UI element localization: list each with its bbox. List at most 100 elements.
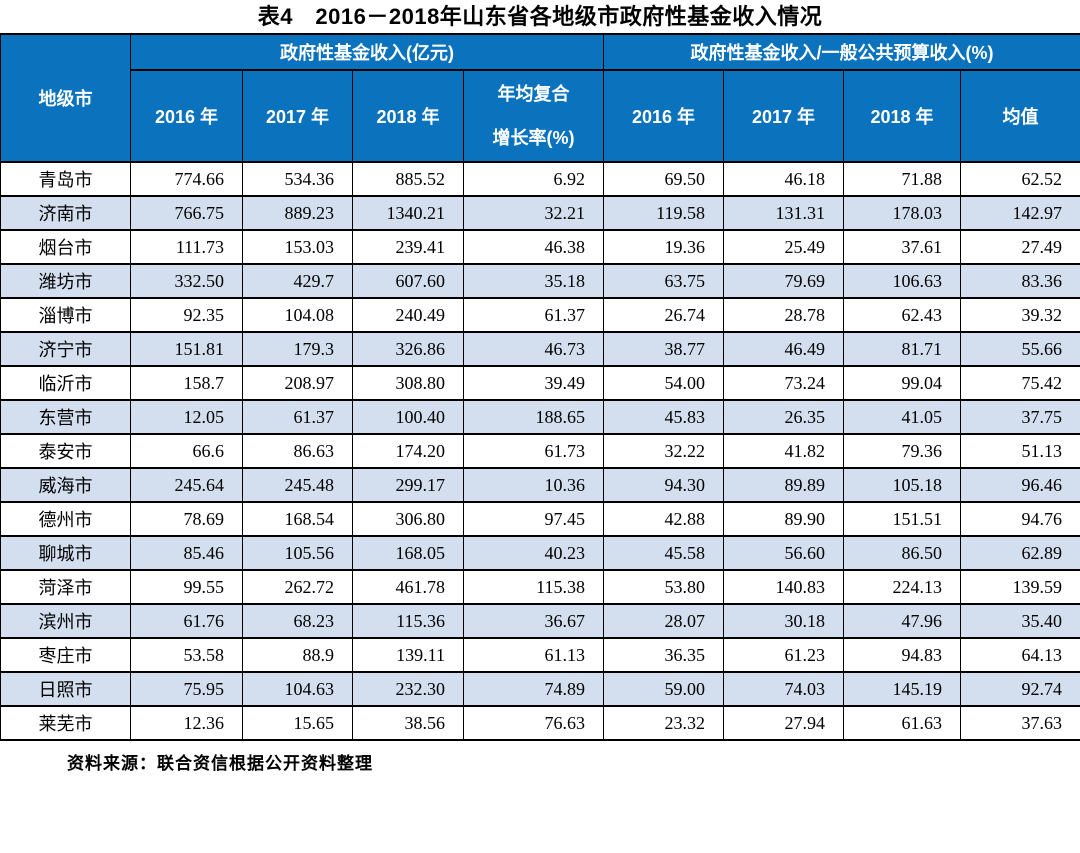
- value-cell: 61.13: [463, 637, 604, 673]
- table-row: 济南市 766.75 889.23 1340.21 32.21 119.58 131.31 1…: [0, 195, 1080, 231]
- value-cell: 86.63: [242, 433, 353, 469]
- value-cell: 94.30: [603, 467, 724, 503]
- value-cell: 179.3: [242, 331, 353, 367]
- value-cell: 74.89: [463, 671, 604, 707]
- value-cell: 45.58: [603, 535, 724, 571]
- value-cell: 39.49: [463, 365, 604, 401]
- value-cell: 35.18: [463, 263, 604, 299]
- header-cagr: 年均复合 增长率(%): [463, 69, 604, 163]
- value-cell: 106.63: [843, 263, 961, 299]
- value-cell: 71.88: [843, 161, 961, 197]
- value-cell: 85.46: [130, 535, 243, 571]
- value-cell: 25.49: [723, 229, 844, 265]
- value-cell: 153.03: [242, 229, 353, 265]
- table-row: 潍坊市 332.50 429.7 607.60 35.18 63.75 79.69 106.6…: [0, 263, 1080, 299]
- table-row: 东营市 12.05 61.37 100.40 188.65 45.83 26.35 41.05…: [0, 399, 1080, 435]
- value-cell: 46.73: [463, 331, 604, 367]
- value-cell: 178.03: [843, 195, 961, 231]
- city-name-cell: 济南市: [0, 195, 131, 231]
- value-cell: 41.05: [843, 399, 961, 435]
- value-cell: 188.65: [463, 399, 604, 435]
- value-cell: 40.23: [463, 535, 604, 571]
- city-name-cell: 德州市: [0, 501, 131, 537]
- value-cell: 142.97: [960, 195, 1080, 231]
- header-city-column: 地级市: [0, 33, 131, 163]
- value-cell: 89.89: [723, 467, 844, 503]
- value-cell: 104.08: [242, 297, 353, 333]
- value-cell: 61.73: [463, 433, 604, 469]
- value-cell: 174.20: [352, 433, 464, 469]
- value-cell: 111.73: [130, 229, 243, 265]
- value-cell: 262.72: [242, 569, 353, 605]
- value-cell: 42.88: [603, 501, 724, 537]
- value-cell: 30.18: [723, 603, 844, 639]
- value-cell: 61.37: [242, 399, 353, 435]
- value-cell: 68.23: [242, 603, 353, 639]
- table-row: 枣庄市 53.58 88.9 139.11 61.13 36.35 61.23 94.83 64…: [0, 637, 1080, 673]
- value-cell: 6.92: [463, 161, 604, 197]
- value-cell: 32.22: [603, 433, 724, 469]
- value-cell: 461.78: [352, 569, 464, 605]
- value-cell: 46.18: [723, 161, 844, 197]
- value-cell: 115.38: [463, 569, 604, 605]
- value-cell: 1340.21: [352, 195, 464, 231]
- city-name-cell: 潍坊市: [0, 263, 131, 299]
- city-name-cell: 东营市: [0, 399, 131, 435]
- value-cell: 37.63: [960, 705, 1080, 741]
- city-name-cell: 威海市: [0, 467, 131, 503]
- value-cell: 53.80: [603, 569, 724, 605]
- value-cell: 429.7: [242, 263, 353, 299]
- city-name-cell: 青岛市: [0, 161, 131, 197]
- value-cell: 47.96: [843, 603, 961, 639]
- value-cell: 46.38: [463, 229, 604, 265]
- value-cell: 62.89: [960, 535, 1080, 571]
- table-title: 表4 2016－2018年山东省各地级市政府性基金收入情况: [257, 4, 823, 29]
- table-row: 日照市 75.95 104.63 232.30 74.89 59.00 74.03 145.1…: [0, 671, 1080, 707]
- city-name-cell: 淄博市: [0, 297, 131, 333]
- table-row: 威海市 245.64 245.48 299.17 10.36 94.30 89.89 105.…: [0, 467, 1080, 503]
- value-cell: 15.65: [242, 705, 353, 741]
- value-cell: 51.13: [960, 433, 1080, 469]
- value-cell: 53.58: [130, 637, 243, 673]
- header-2016-income: 2016 年: [130, 69, 243, 163]
- header-2016-ratio: 2016 年: [603, 69, 724, 163]
- value-cell: 26.74: [603, 297, 724, 333]
- value-cell: 79.69: [723, 263, 844, 299]
- table-row: 济宁市 151.81 179.3 326.86 46.73 38.77 46.49 81.71…: [0, 331, 1080, 367]
- value-cell: 97.45: [463, 501, 604, 537]
- city-name-cell: 滨州市: [0, 603, 131, 639]
- value-cell: 36.35: [603, 637, 724, 673]
- header-cagr-line1: 年均复合: [497, 84, 570, 104]
- value-cell: 245.64: [130, 467, 243, 503]
- value-cell: 41.82: [723, 433, 844, 469]
- value-cell: 69.50: [603, 161, 724, 197]
- value-cell: 100.40: [352, 399, 464, 435]
- value-cell: 245.48: [242, 467, 353, 503]
- value-cell: 12.05: [130, 399, 243, 435]
- value-cell: 139.59: [960, 569, 1080, 605]
- table-row: 青岛市 774.66 534.36 885.52 6.92 69.50 46.18 71.88…: [0, 161, 1080, 197]
- value-cell: 28.07: [603, 603, 724, 639]
- header-2017-income: 2017 年: [242, 69, 353, 163]
- value-cell: 94.83: [843, 637, 961, 673]
- value-cell: 38.77: [603, 331, 724, 367]
- value-cell: 86.50: [843, 535, 961, 571]
- value-cell: 92.35: [130, 297, 243, 333]
- value-cell: 74.03: [723, 671, 844, 707]
- city-name-cell: 枣庄市: [0, 637, 131, 673]
- value-cell: 299.17: [352, 467, 464, 503]
- table-header: 地级市 政府性基金收入(亿元) 政府性基金收入/一般公共预算收入(%) 2016…: [0, 33, 1080, 163]
- city-name-cell: 济宁市: [0, 331, 131, 367]
- value-cell: 151.81: [130, 331, 243, 367]
- value-cell: 119.58: [603, 195, 724, 231]
- value-cell: 774.66: [130, 161, 243, 197]
- value-cell: 168.54: [242, 501, 353, 537]
- table-row: 莱芜市 12.36 15.65 38.56 76.63 23.32 27.94 61.63 37…: [0, 705, 1080, 741]
- value-cell: 46.49: [723, 331, 844, 367]
- header-mean: 均值: [960, 69, 1080, 163]
- value-cell: 75.95: [130, 671, 243, 707]
- table-row: 临沂市 158.7 208.97 308.80 39.49 54.00 73.24 99.04…: [0, 365, 1080, 401]
- value-cell: 131.31: [723, 195, 844, 231]
- value-cell: 76.63: [463, 705, 604, 741]
- value-cell: 889.23: [242, 195, 353, 231]
